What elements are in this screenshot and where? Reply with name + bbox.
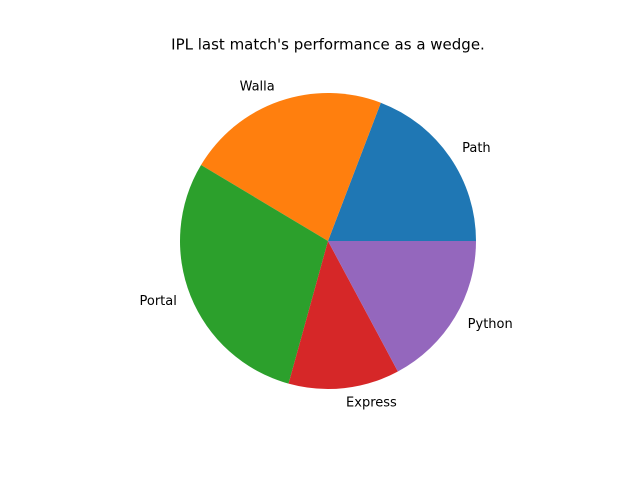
wedge-label: Portal [140,294,177,309]
wedge-label: Path [462,141,491,156]
wedge-label: Python [468,317,513,332]
pie-wedge [201,92,381,241]
pie-wedge [179,164,328,384]
wedge-label: Walla [240,80,275,95]
wedge-label: Express [346,395,397,410]
pie-wedge [328,241,476,372]
pie-wedge [288,241,398,390]
chart-title: IPL last match's performance as a wedge. [171,36,485,54]
pie-wedge [328,102,476,241]
